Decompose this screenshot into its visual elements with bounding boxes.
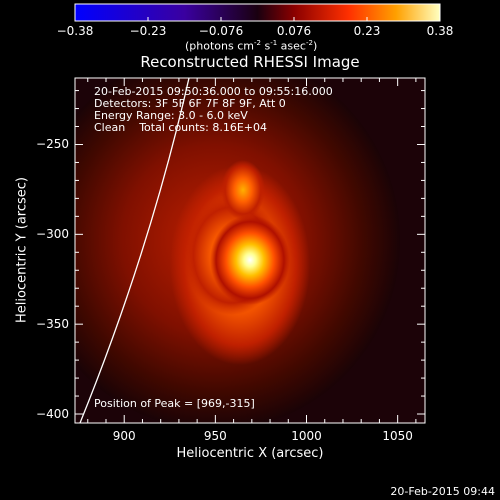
colorbar-frame xyxy=(74,3,441,22)
colorbar-ticks xyxy=(74,17,441,21)
heatmap-image xyxy=(75,78,425,423)
annotation-detectors: Detectors: 3F 5F 6F 7F 8F 9F, Att 0 xyxy=(94,97,286,110)
colorbar-tick-label: 0.23 xyxy=(353,24,381,38)
annotation-time-range: 20-Feb-2015 09:50:36.000 to 09:55:16.000 xyxy=(94,85,333,98)
x-axis-label: Heliocentric X (arcsec) xyxy=(176,446,324,461)
colorbar-tick-label: −0.076 xyxy=(198,24,244,38)
x-tick-label: 950 xyxy=(203,429,227,443)
colorbar-tick-label: 0.38 xyxy=(426,24,454,38)
y-tick-label: −400 xyxy=(36,407,69,422)
axis-ticks xyxy=(75,78,425,423)
annotation-peak-position: Position of Peak = [969,-315] xyxy=(94,397,255,410)
timestamp: 20-Feb-2015 09:44 xyxy=(390,485,495,498)
colorbar xyxy=(75,4,440,21)
y-tick-label: −250 xyxy=(36,137,69,152)
chart-title: Reconstructed RHESSI Image xyxy=(140,53,360,71)
colorbar-tick-label: 0.076 xyxy=(276,24,312,38)
colorbar-tick-label: −0.38 xyxy=(56,24,94,38)
annotation-energy-range: Energy Range: 3.0 - 6.0 keV xyxy=(94,109,248,122)
plot-frame xyxy=(74,77,426,424)
annotation-clean-counts: Clean Total counts: 8.16E+04 xyxy=(94,121,268,134)
x-tick-label: 1050 xyxy=(382,429,413,443)
y-tick-label: −350 xyxy=(36,317,69,332)
colorbar-units: (photons cm-2 s-1 asec-2) xyxy=(185,39,318,53)
x-tick-label: 900 xyxy=(112,429,136,443)
x-tick-label: 1000 xyxy=(291,429,322,443)
y-tick-label: −300 xyxy=(36,227,69,242)
y-axis-label: Heliocentric Y (arcsec) xyxy=(14,177,30,323)
colorbar-tick-label: −0.23 xyxy=(129,24,167,38)
solar-limb xyxy=(79,78,190,423)
